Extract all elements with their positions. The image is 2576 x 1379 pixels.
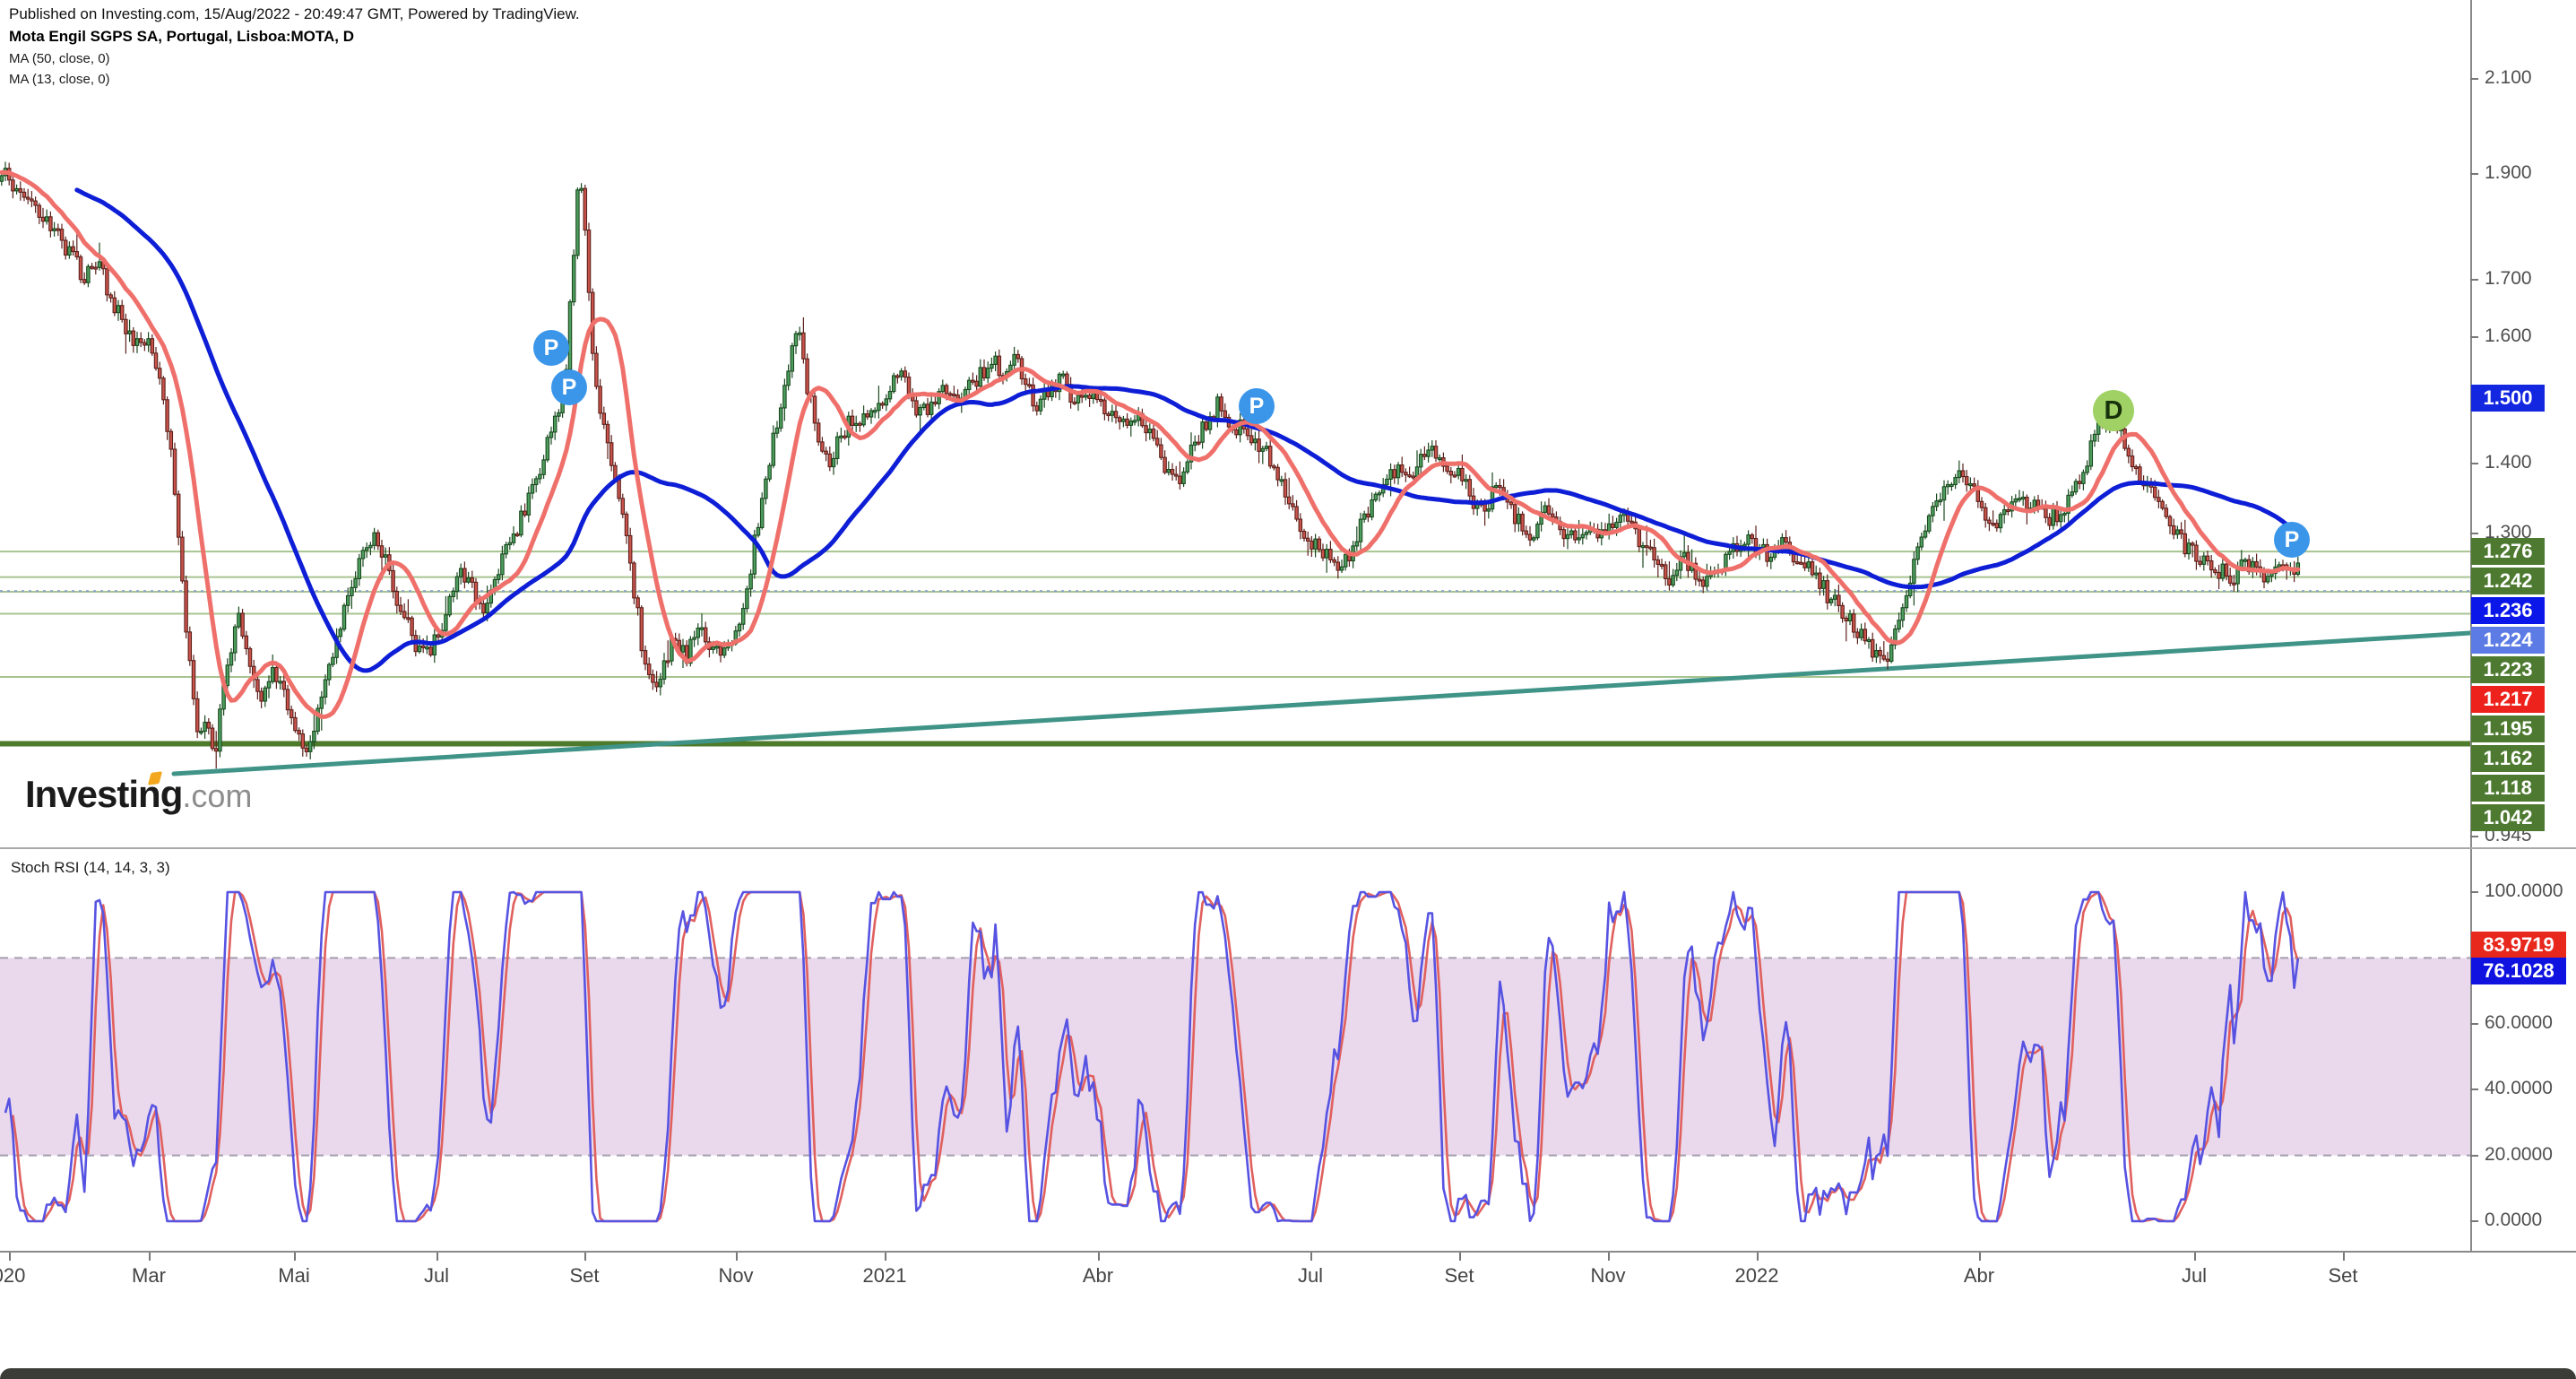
time-label-Jul: Jul: [423, 1264, 450, 1287]
price-tick-mark: [2470, 335, 2478, 338]
price-badge-1.500: 1.500: [2471, 384, 2545, 412]
price-tick-mark: [2470, 172, 2478, 175]
time-label-Mar: Mar: [132, 1264, 166, 1287]
time-label-Set: Set: [2328, 1264, 2358, 1287]
time-label-Jul: Jul: [2181, 1264, 2208, 1287]
price-tick-label: 1.300: [2485, 522, 2532, 543]
price-pane[interactable]: [0, 0, 2470, 847]
stoch-pane[interactable]: [0, 849, 2470, 1251]
time-label-Set: Set: [1444, 1264, 1474, 1287]
time-tick-mark: [437, 1253, 438, 1261]
time-label-2022: 2022: [1734, 1264, 1779, 1287]
time-tick-mark: [149, 1253, 151, 1261]
time-tick-mark: [1310, 1253, 1312, 1261]
price-tick-mark: [2470, 533, 2478, 535]
price-badge-1.242: 1.242: [2471, 568, 2545, 595]
time-tick-mark: [1979, 1253, 1981, 1261]
time-tick-mark: [1098, 1253, 1100, 1261]
price-tick-mark: [2470, 278, 2478, 281]
time-tick-mark: [584, 1253, 586, 1261]
candles-layer: [0, 161, 2301, 769]
ascending-trendline: [171, 630, 2470, 776]
stoch-rsi-legend: Stoch RSI (14, 14, 3, 3): [11, 859, 170, 876]
logo-suffix: .com: [182, 777, 253, 814]
investing-logo: Investing.com: [25, 771, 253, 816]
price-badge-1.162: 1.162: [2471, 745, 2545, 773]
price-badge-1.217: 1.217: [2471, 686, 2545, 714]
price-axis-line: [2470, 0, 2472, 1253]
stoch-tick-mark: [2470, 1220, 2478, 1222]
ma50-legend: MA (50, close, 0): [9, 51, 110, 66]
time-tick-mark: [736, 1253, 738, 1261]
price-badge-1.118: 1.118: [2471, 775, 2545, 802]
price-tick-label: 1.400: [2485, 451, 2532, 473]
price-tick-label: 1.900: [2485, 161, 2532, 183]
price-tick-label: 2.100: [2485, 67, 2532, 88]
stoch-tick-mark: [2470, 1088, 2478, 1091]
pane-separator: [0, 847, 2576, 849]
stoch-badge-83.9719: 83.9719: [2471, 931, 2566, 958]
stoch-tick-mark: [2470, 1022, 2478, 1025]
stoch-tick-label: 100.0000: [2485, 880, 2563, 901]
time-tick-mark: [1459, 1253, 1461, 1261]
signal-marker-p-0: P: [533, 330, 569, 366]
stoch-tick-label: 60.0000: [2485, 1011, 2553, 1033]
stoch-badge-76.1028: 76.1028: [2471, 957, 2566, 984]
time-label-Abr: Abr: [1082, 1264, 1114, 1287]
price-tick-mark: [2470, 78, 2478, 80]
time-tick-mark: [1757, 1253, 1759, 1261]
stoch-tick-mark: [2470, 1154, 2478, 1157]
price-tick-label: 1.600: [2485, 325, 2532, 346]
price-badge-1.223: 1.223: [2471, 656, 2545, 684]
time-label-Nov: Nov: [1590, 1264, 1626, 1287]
symbol-title: Mota Engil SGPS SA, Portugal, Lisboa:MOT…: [9, 28, 355, 45]
time-label-Abr: Abr: [1963, 1264, 1995, 1287]
price-badge-1.195: 1.195: [2471, 716, 2545, 743]
time-axis-line: [0, 1251, 2576, 1253]
time-tick-mark: [885, 1253, 886, 1261]
bottom-bar: [0, 1368, 2576, 1379]
price-tick-mark: [2470, 835, 2478, 837]
stoch-tick-label: 40.0000: [2485, 1078, 2553, 1099]
stoch-tick-label: 20.0000: [2485, 1143, 2553, 1165]
ma13-legend: MA (13, close, 0): [9, 72, 110, 87]
price-badge-1.276: 1.276: [2471, 538, 2545, 566]
signal-marker-p-4: P: [2274, 522, 2310, 558]
time-label-020: 020: [0, 1264, 26, 1287]
time-tick-mark: [2194, 1253, 2196, 1261]
time-label-Jul: Jul: [1297, 1264, 1324, 1287]
stoch-tick-label: 0.0000: [2485, 1210, 2543, 1230]
published-line: Published on Investing.com, 15/Aug/2022 …: [9, 5, 580, 22]
price-tick-mark: [2470, 462, 2478, 464]
price-badge-1.236: 1.236: [2471, 597, 2545, 625]
time-label-2021: 2021: [862, 1264, 907, 1287]
time-label-Nov: Nov: [718, 1264, 754, 1287]
ma13-line: [0, 169, 2301, 719]
price-badge-1.042: 1.042: [2471, 804, 2545, 832]
price-badge-1.224: 1.224: [2471, 627, 2545, 655]
time-tick-mark: [1608, 1253, 1610, 1261]
signal-marker-p-1: P: [551, 369, 587, 405]
time-tick-mark: [2343, 1253, 2345, 1261]
stoch-k-line: [4, 890, 2300, 1223]
time-tick-mark: [294, 1253, 296, 1261]
time-label-Set: Set: [569, 1264, 600, 1287]
stoch-tick-mark: [2470, 891, 2478, 893]
price-tick-label: 1.700: [2485, 267, 2532, 289]
ma50-line: [74, 187, 2301, 673]
signal-marker-p-2: P: [1239, 388, 1275, 424]
time-tick-mark: [9, 1253, 11, 1261]
signal-marker-d-3: D: [2093, 390, 2134, 431]
time-label-Mai: Mai: [278, 1264, 310, 1287]
